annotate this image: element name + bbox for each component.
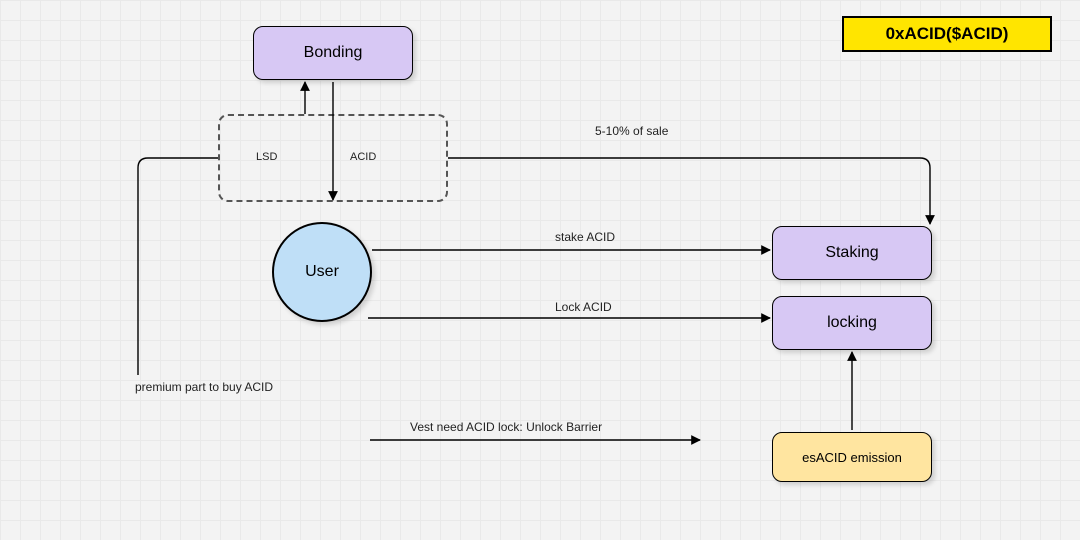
diagram-canvas: 0xACID($ACID) Bonding LSD ACID User Stak… bbox=[0, 0, 1080, 540]
node-bonding-label: Bonding bbox=[304, 44, 363, 62]
label-lsd: LSD bbox=[256, 151, 277, 163]
node-lsd-acid-box bbox=[218, 114, 448, 202]
edge-sale bbox=[448, 158, 930, 224]
edge-label-vest: Vest need ACID lock: Unlock Barrier bbox=[410, 420, 602, 434]
node-esacid-label: esACID emission bbox=[802, 450, 902, 465]
edge-label-sale: 5-10% of sale bbox=[595, 124, 668, 138]
node-user: User bbox=[272, 222, 372, 322]
node-staking-label: Staking bbox=[825, 244, 878, 262]
edge-label-lock: Lock ACID bbox=[555, 300, 612, 314]
node-locking: locking bbox=[772, 296, 932, 350]
node-esacid-emission: esACID emission bbox=[772, 432, 932, 482]
node-locking-label: locking bbox=[827, 314, 877, 332]
node-user-label: User bbox=[305, 263, 339, 281]
node-staking: Staking bbox=[772, 226, 932, 280]
edge-label-premium: premium part to buy ACID bbox=[135, 380, 273, 394]
node-bonding: Bonding bbox=[253, 26, 413, 80]
edge-premium bbox=[138, 158, 218, 375]
label-acid: ACID bbox=[350, 151, 376, 163]
title-badge-text: 0xACID($ACID) bbox=[886, 24, 1009, 44]
edge-label-stake: stake ACID bbox=[555, 230, 615, 244]
title-badge: 0xACID($ACID) bbox=[842, 16, 1052, 52]
